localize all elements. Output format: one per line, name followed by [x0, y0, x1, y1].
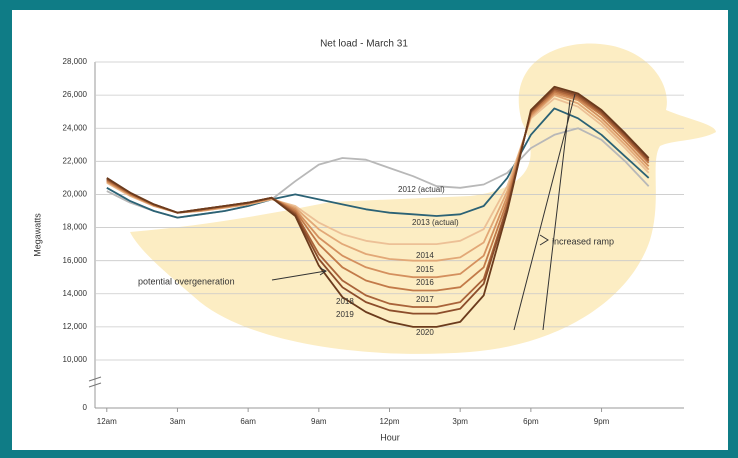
series-label: 2013 (actual): [412, 218, 459, 227]
y-tick-label: 24,000: [63, 123, 88, 132]
annotation: increased ramp: [552, 236, 614, 246]
y-tick-label: 14,000: [63, 289, 88, 298]
y-tick-label: 0: [83, 403, 88, 412]
x-tick-label: 6pm: [523, 417, 539, 426]
chart: Net load - March 31 Megawatts Hour poten…: [0, 0, 738, 458]
y-tick-label: 26,000: [63, 90, 88, 99]
y-tick-label: 10,000: [63, 355, 88, 364]
series-label: 2019: [336, 310, 354, 319]
series-label: 2016: [416, 278, 434, 287]
y-tick-label: 28,000: [63, 57, 88, 66]
x-tick-label: 12am: [97, 417, 117, 426]
series-label: 2012 (actual): [398, 185, 445, 194]
x-tick-label: 9pm: [594, 417, 610, 426]
x-tick-label: 3pm: [452, 417, 468, 426]
page: Net load - March 31 Megawatts Hour poten…: [0, 0, 738, 458]
y-tick-label: 18,000: [63, 223, 88, 232]
x-tick-label: 3am: [170, 417, 186, 426]
x-axis-label: Hour: [380, 432, 400, 442]
y-tick-label: 20,000: [63, 190, 88, 199]
series-label: 2017: [416, 295, 434, 304]
annotation: potential overgeneration: [138, 276, 235, 286]
series-label: 2018: [336, 297, 354, 306]
series-label: 2014: [416, 251, 434, 260]
y-tick-label: 16,000: [63, 256, 88, 265]
chart-title: Net load - March 31: [320, 39, 408, 50]
y-tick-label: 22,000: [63, 156, 88, 165]
x-tick-label: 6am: [240, 417, 256, 426]
x-tick-label: 12pm: [379, 417, 399, 426]
x-tick-label: 9am: [311, 417, 327, 426]
series-label: 2015: [416, 265, 434, 274]
series-label: 2020: [416, 328, 434, 337]
y-axis-label: Megawatts: [32, 213, 42, 257]
y-tick-label: 12,000: [63, 322, 88, 331]
